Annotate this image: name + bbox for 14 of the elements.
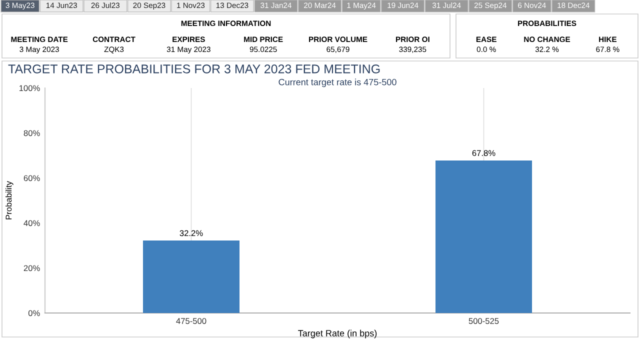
x-axis-title: Target Rate (in bps) <box>298 330 377 338</box>
y-tick-label: 80% <box>24 130 40 136</box>
y-tick-label: 40% <box>24 220 40 226</box>
x-tick-label: 475-500 <box>176 318 206 324</box>
chart-title: TARGET RATE PROBABILITIES FOR 3 MAY 2023 FED MEETING <box>8 64 380 74</box>
data-label: 32.2% <box>180 230 203 236</box>
x-tick-label: 500-525 <box>468 318 499 324</box>
chart-subtitle: Current target rate is 475-500 <box>278 78 396 88</box>
y-tick-label: 20% <box>24 265 40 272</box>
y-tick-label: 60% <box>24 175 40 182</box>
y-tick-label: 100% <box>19 85 40 92</box>
y-tick-label: 0% <box>28 310 40 316</box>
y-axis-title: Probability <box>6 181 14 220</box>
data-label: 67.8% <box>472 150 496 156</box>
